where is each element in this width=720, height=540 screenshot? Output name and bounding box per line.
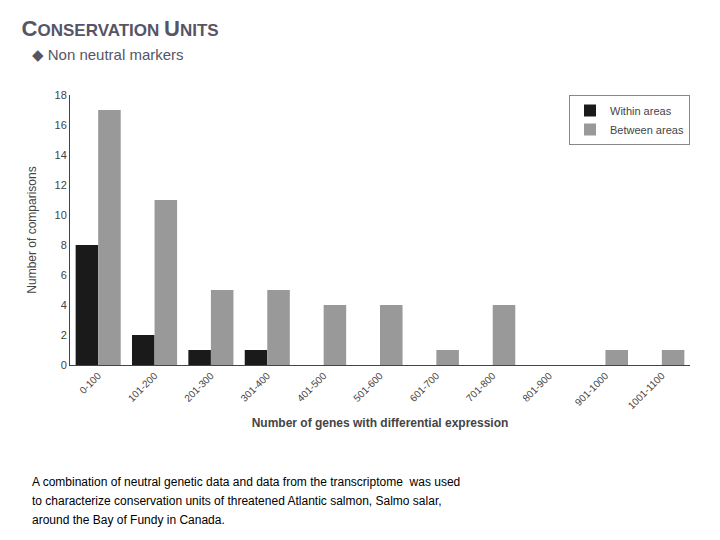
svg-text:12: 12 — [55, 179, 67, 191]
svg-text:0-100: 0-100 — [77, 370, 103, 396]
svg-text:to characterize conservation u: to characterize conservation units of th… — [32, 494, 442, 508]
svg-text:16: 16 — [55, 119, 67, 131]
svg-text:501-600: 501-600 — [351, 370, 385, 404]
svg-text:around the Bay of Fundy in Can: around the Bay of Fundy in Canada. — [32, 513, 225, 527]
svg-text:Number of genes with different: Number of genes with differential expres… — [252, 416, 509, 430]
svg-text:18: 18 — [55, 89, 67, 101]
svg-text:6: 6 — [61, 269, 67, 281]
svg-text:2: 2 — [61, 329, 67, 341]
svg-text:Within areas: Within areas — [610, 105, 672, 117]
svg-text:10: 10 — [55, 209, 67, 221]
svg-text:601-700: 601-700 — [408, 370, 442, 404]
svg-text:201-300: 201-300 — [182, 370, 216, 404]
svg-text:101-200: 101-200 — [126, 370, 160, 404]
svg-text:Number of comparisons: Number of comparisons — [25, 166, 39, 293]
svg-text:1001-1100: 1001-1100 — [626, 370, 667, 411]
svg-text:801-900: 801-900 — [520, 370, 554, 404]
svg-text:Between areas: Between areas — [610, 124, 684, 136]
svg-text:701-800: 701-800 — [464, 370, 498, 404]
svg-text:8: 8 — [61, 239, 67, 251]
svg-text:14: 14 — [55, 149, 67, 161]
svg-text:0: 0 — [61, 359, 67, 371]
svg-text:CONSERVATION UNITS: CONSERVATION UNITS — [22, 16, 219, 41]
svg-text:A combination of neutral genet: A combination of neutral genetic data an… — [32, 475, 460, 489]
svg-text:401-500: 401-500 — [295, 370, 329, 404]
svg-text:901-1000: 901-1000 — [573, 370, 611, 408]
svg-text:4: 4 — [61, 299, 67, 311]
svg-text:301-400: 301-400 — [238, 370, 272, 404]
svg-text:◆ Non neutral markers: ◆ Non neutral markers — [32, 46, 184, 63]
